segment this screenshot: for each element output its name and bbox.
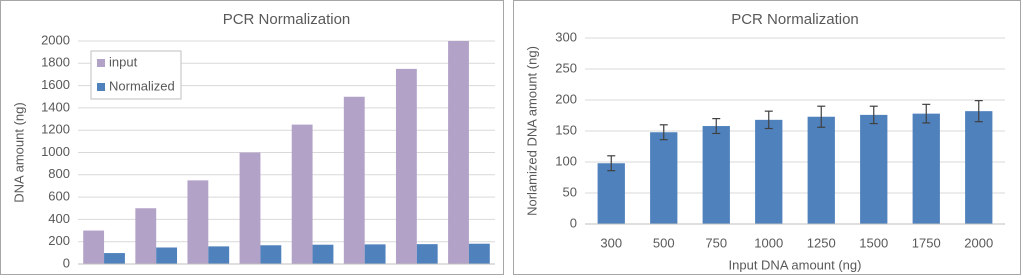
- legend-swatch: [97, 59, 105, 67]
- bar: [312, 244, 334, 264]
- y-tick-label: 0: [63, 255, 70, 270]
- error-bar: [869, 105, 878, 125]
- bar: [291, 124, 313, 264]
- bar: [364, 244, 386, 264]
- error-bar: [607, 155, 616, 172]
- error-bar: [974, 100, 983, 123]
- y-axis-label: DNA amount (ng): [11, 102, 26, 202]
- y-tick-label: 200: [48, 233, 70, 248]
- y-tick-label: 400: [48, 211, 70, 226]
- bar: [156, 247, 178, 264]
- y-tick-label: 1400: [41, 99, 70, 114]
- y-tick-label: 800: [48, 166, 70, 181]
- error-bar: [817, 105, 826, 128]
- chart-title: PCR Normalization: [731, 11, 859, 28]
- y-tick-label: 1000: [41, 144, 70, 159]
- bar: [468, 243, 490, 264]
- x-tick-label: 300: [600, 235, 622, 250]
- x-tick-label: 1000: [754, 235, 783, 250]
- error-bar: [922, 103, 931, 124]
- x-tick-label: 750: [705, 235, 727, 250]
- bar: [912, 113, 940, 224]
- bar: [187, 180, 209, 264]
- x-tick-label: 2000: [964, 235, 993, 250]
- y-tick-label: 0: [570, 215, 577, 230]
- error-bar: [712, 117, 721, 135]
- bar: [208, 246, 230, 264]
- bar: [260, 245, 282, 264]
- y-tick-label: 250: [555, 60, 577, 75]
- legend-label: Normalized: [109, 78, 175, 93]
- y-tick-label: 1800: [41, 55, 70, 70]
- y-tick-label: 1200: [41, 122, 70, 137]
- bar: [702, 126, 730, 224]
- y-tick-label: 2000: [41, 32, 70, 47]
- y-tick-label: 50: [563, 184, 577, 199]
- error-bar: [764, 110, 773, 130]
- x-tick-label: 1250: [807, 235, 836, 250]
- chart-title: PCR Normalization: [223, 11, 351, 28]
- bar: [239, 152, 261, 264]
- bar: [965, 111, 993, 224]
- legend-swatch: [97, 83, 105, 91]
- x-tick-label: 1500: [859, 235, 888, 250]
- y-tick-label: 600: [48, 189, 70, 204]
- y-tick-label: 300: [555, 29, 577, 44]
- bar: [448, 41, 469, 264]
- legend-box: [90, 50, 182, 100]
- y-tick-label: 200: [555, 91, 577, 106]
- chart-left: PCR Normalization DNA amount (ng) 0 200 400 6…: [0, 0, 504, 275]
- legend-label: input: [109, 54, 138, 69]
- y-tick-label: 1600: [41, 77, 70, 92]
- bar: [650, 132, 678, 224]
- x-tick-label: 500: [653, 235, 675, 250]
- bar: [860, 114, 888, 224]
- bar: [597, 163, 625, 224]
- x-axis-label: Input DNA amount (ng): [729, 257, 862, 272]
- bar: [807, 116, 835, 224]
- y-tick-label: 150: [555, 122, 577, 137]
- x-tick-label: 1750: [912, 235, 941, 250]
- bar: [135, 208, 157, 264]
- chart-right: PCR Normalization Norlamized DNA amount (…: [513, 0, 1021, 275]
- bar: [755, 119, 783, 224]
- y-axis-label: Norlamized DNA amount (ng): [524, 46, 539, 216]
- error-bar: [659, 124, 668, 141]
- bar: [104, 253, 125, 264]
- bar: [395, 68, 417, 264]
- y-tick-label: 100: [555, 153, 577, 168]
- bar: [83, 230, 105, 264]
- bar: [343, 96, 365, 264]
- bar: [416, 244, 438, 264]
